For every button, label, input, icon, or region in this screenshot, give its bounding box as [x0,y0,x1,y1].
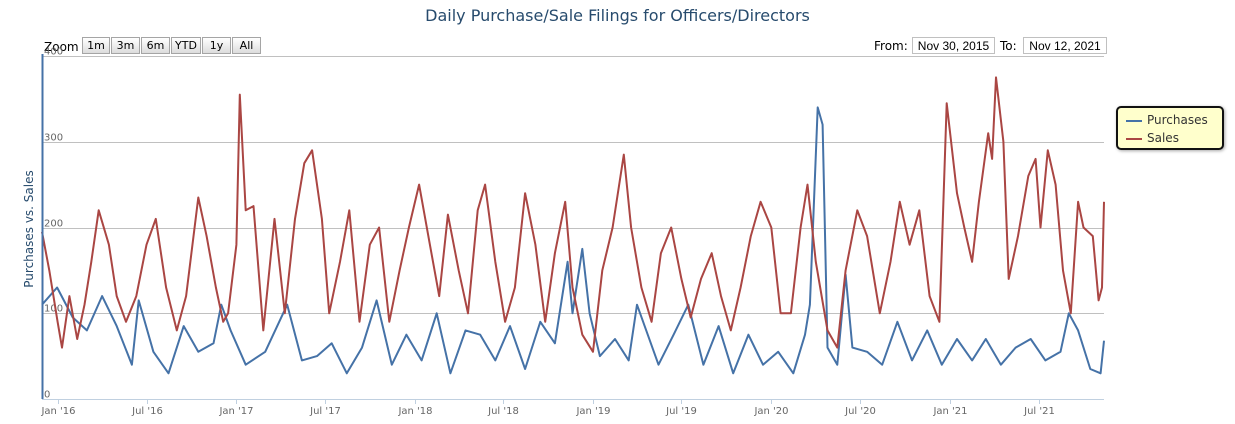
x-tick-label: Jan '21 [932,406,967,417]
legend: Purchases Sales [1116,106,1224,150]
x-tick-label: Jan '16 [40,406,75,417]
y-tick-label: 0 [44,390,50,401]
series-line-purchases [41,106,1105,375]
x-tick-label: Jan '17 [218,406,253,417]
series-line-sales [41,76,1105,353]
x-tick-label: Jul '21 [1023,406,1055,417]
zoom-all-button[interactable]: All [232,37,261,54]
y-tick-label: 300 [44,133,63,144]
x-tick-label: Jan '20 [753,406,788,417]
zoom-3m-button[interactable]: 3m [111,37,140,54]
to-date-input[interactable] [1023,37,1107,54]
legend-item-sales[interactable]: Sales [1126,131,1179,145]
y-tick-label: 200 [44,219,63,230]
y-axis-label: Purchases vs. Sales [22,170,36,287]
zoom-1y-button[interactable]: 1y [202,37,231,54]
x-tick-label: Jul '20 [844,406,876,417]
zoom-1m-button[interactable]: 1m [82,37,110,54]
legend-label-sales: Sales [1147,131,1179,145]
y-tick-label: 100 [44,304,63,315]
zoom-ytd-button[interactable]: YTD [171,37,201,54]
x-tick-label: Jul '16 [131,406,163,417]
x-tick-label: Jul '17 [309,406,341,417]
x-tick-label: Jul '19 [665,406,697,417]
to-label: To: [1000,39,1017,53]
x-tick-label: Jul '18 [487,406,519,417]
from-label: From: [874,39,908,53]
legend-item-purchases[interactable]: Purchases [1126,113,1208,127]
x-tick-label: Jan '19 [575,406,610,417]
purchases-swatch [1126,119,1142,122]
legend-label-purchases: Purchases [1147,113,1208,127]
from-date-input[interactable] [912,37,995,54]
chart-title: Daily Purchase/Sale Filings for Officers… [425,6,810,25]
y-tick-label: 400 [44,47,63,58]
x-tick-label: Jan '18 [397,406,432,417]
zoom-label: Zoom [44,40,79,54]
zoom-6m-button[interactable]: 6m [141,37,170,54]
sales-swatch [1126,137,1142,140]
